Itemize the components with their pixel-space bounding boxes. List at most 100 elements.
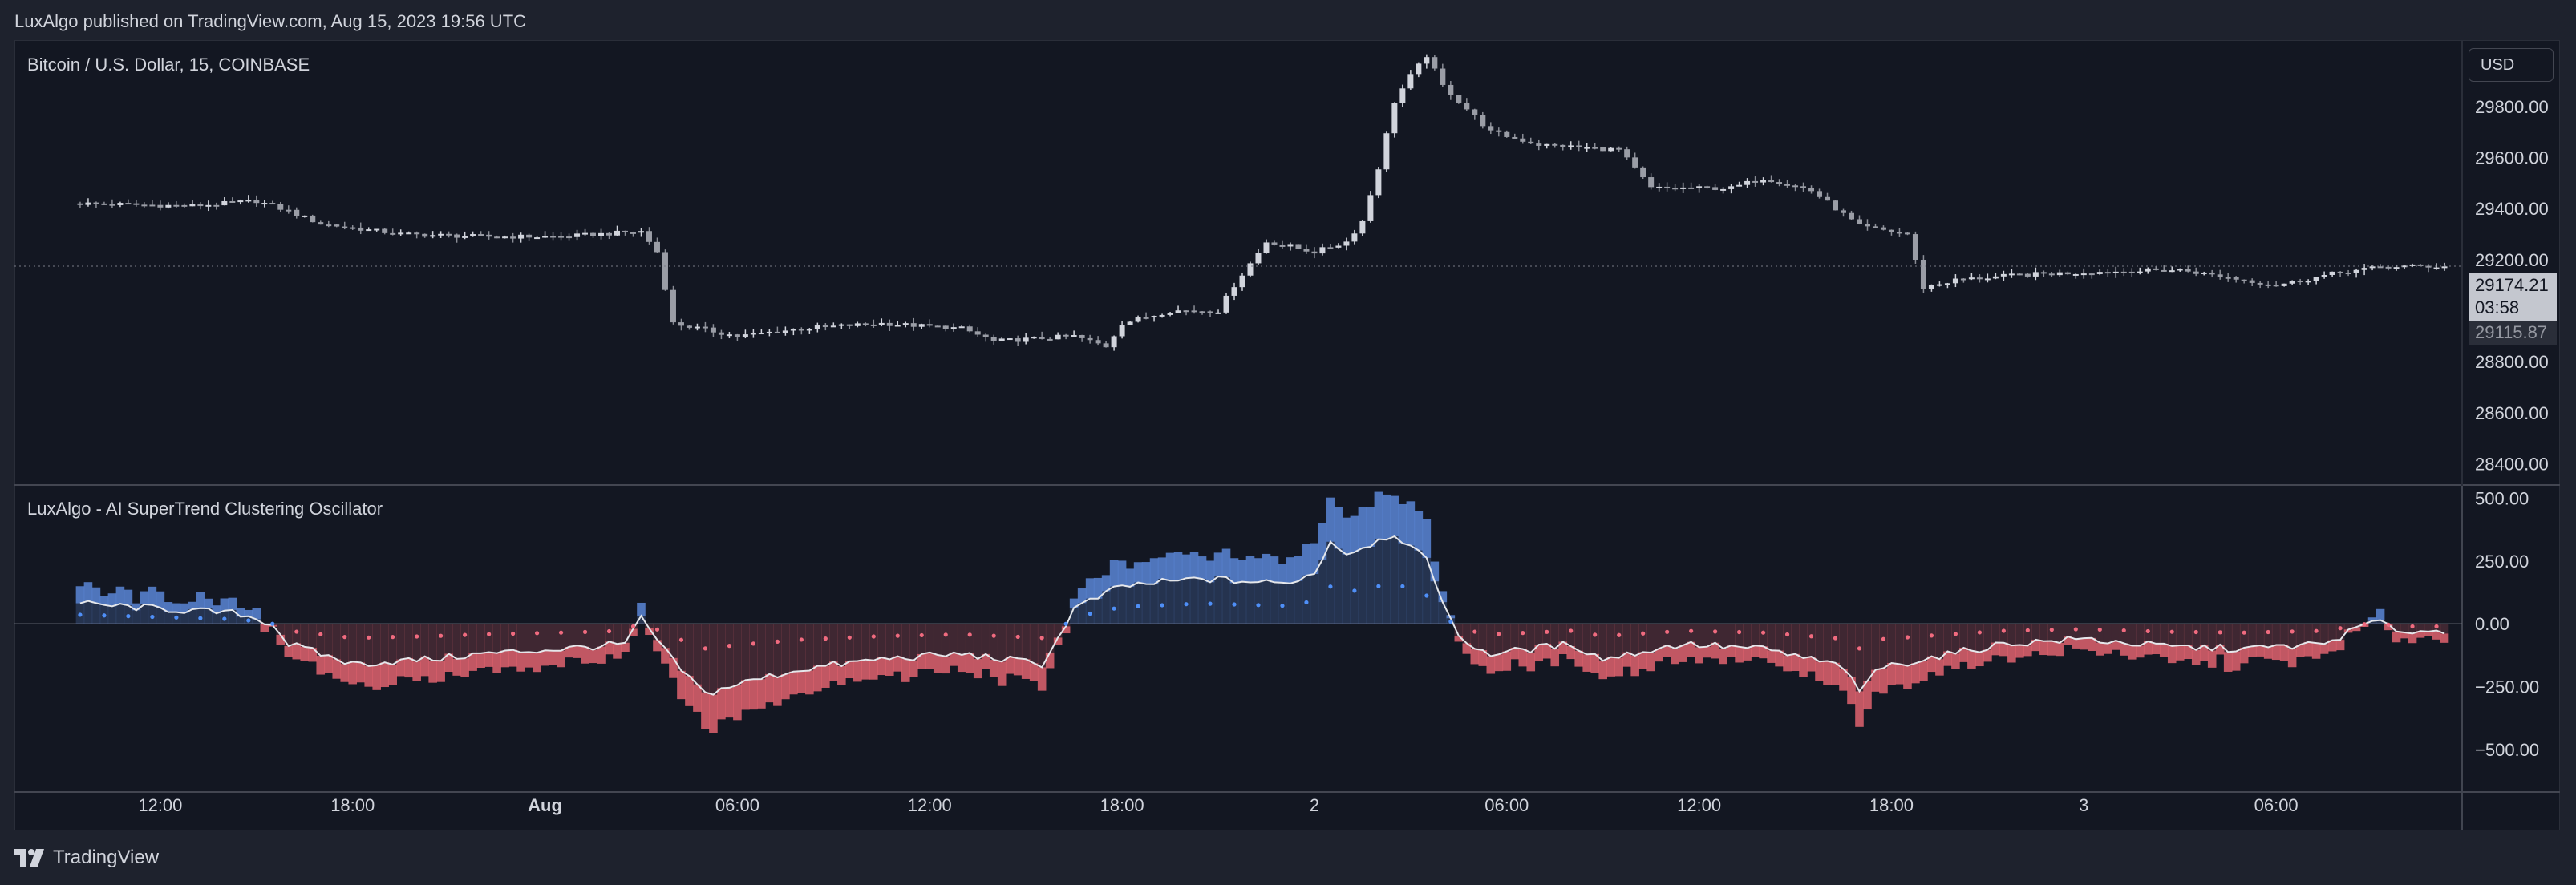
bull-band	[1406, 501, 1416, 546]
bull-band	[1085, 578, 1095, 599]
bear-band	[837, 665, 846, 685]
candle-body	[1825, 196, 1831, 201]
chart-frame	[14, 40, 2560, 830]
bull-band	[196, 592, 205, 608]
candle-body	[2056, 272, 2063, 276]
candle-body	[662, 252, 668, 290]
bear-fill	[549, 624, 557, 651]
candle-body	[382, 228, 388, 233]
bear-dot	[558, 630, 564, 635]
bear-fill	[332, 624, 342, 660]
candle-body	[742, 334, 748, 337]
candle-body	[165, 204, 172, 208]
candle-body	[2104, 272, 2111, 274]
bull-dot	[1160, 603, 1164, 608]
bull-band	[220, 598, 229, 611]
bull-band	[236, 608, 245, 617]
bear-band	[853, 661, 862, 682]
currency-button[interactable]: USD	[2469, 48, 2554, 82]
publish-info: LuxAlgo published on TradingView.com, Au…	[14, 11, 527, 31]
bear-band	[861, 659, 870, 680]
bear-fill	[941, 624, 950, 657]
bull-fill	[1069, 608, 1079, 624]
bear-band	[2432, 630, 2441, 640]
bear-band	[284, 645, 294, 657]
candle-body	[1311, 251, 1318, 254]
candle-body	[926, 324, 933, 326]
bear-band	[981, 653, 990, 669]
bear-fill	[685, 624, 694, 677]
candle-body	[318, 222, 324, 225]
bear-band	[885, 659, 894, 676]
bear-fill	[2335, 624, 2345, 641]
bear-fill	[1703, 624, 1711, 647]
bear-dot	[1039, 636, 1044, 641]
bear-band	[829, 661, 838, 681]
candle-body	[430, 235, 436, 237]
candle-body	[302, 215, 308, 217]
bull-band	[107, 593, 117, 607]
bear-band	[1975, 652, 1984, 667]
bull-fill	[1173, 580, 1183, 624]
bear-band	[428, 660, 437, 683]
bear-fill	[1767, 624, 1776, 651]
candle-body	[974, 331, 981, 335]
candle-body	[2040, 272, 2047, 274]
bull-band	[2367, 617, 2377, 621]
bear-fill	[1887, 624, 1896, 663]
bear-dot	[2145, 628, 2150, 634]
bull-band	[1093, 577, 1103, 599]
candle-body	[245, 200, 252, 202]
bear-band	[1606, 657, 1615, 677]
bull-dot	[1448, 619, 1453, 624]
candle-body	[1592, 147, 1598, 149]
candle-body	[2096, 272, 2103, 274]
candle-body	[1504, 131, 1510, 137]
bear-band	[1839, 669, 1848, 691]
candle-body	[334, 224, 340, 227]
bear-fill	[484, 624, 493, 653]
bear-dot	[2314, 628, 2319, 633]
bull-band	[204, 598, 213, 609]
bear-band	[1855, 691, 1864, 727]
candle-body	[1776, 182, 1783, 184]
bear-fill	[2119, 624, 2128, 644]
bear-band	[2223, 652, 2233, 672]
bear-dot	[751, 641, 755, 646]
bear-fill	[1663, 624, 1671, 646]
bull-fill	[1318, 560, 1327, 624]
candle-body	[2417, 264, 2424, 266]
candle-body	[1624, 149, 1630, 158]
bull-fill	[83, 600, 93, 624]
bear-band	[2103, 643, 2112, 654]
candle-body	[2080, 273, 2087, 276]
bear-band	[2287, 649, 2297, 668]
bear-fill	[2392, 624, 2401, 632]
bear-dot	[2218, 630, 2222, 635]
bear-band	[2303, 641, 2313, 657]
bear-dot	[2266, 629, 2270, 635]
bear-band	[492, 653, 501, 673]
candle-body	[718, 332, 724, 335]
bull-fill	[1093, 598, 1103, 624]
bull-band	[1270, 556, 1279, 583]
candle-body	[1231, 287, 1237, 296]
bull-band	[1125, 568, 1135, 587]
candle-body	[1127, 321, 1133, 325]
candle-body	[1696, 186, 1703, 188]
bear-fill	[436, 624, 445, 661]
candle-body	[494, 236, 500, 239]
bear-fill	[2088, 624, 2096, 638]
bull-fill	[2376, 620, 2385, 624]
bear-fill	[717, 624, 726, 689]
bear-fill	[781, 624, 790, 675]
bear-fill	[412, 624, 421, 662]
bear-band	[1614, 657, 1623, 677]
bear-band	[613, 644, 622, 659]
bear-fill	[1935, 624, 1944, 660]
bear-fill	[1927, 624, 1936, 657]
bear-band	[725, 687, 734, 718]
candle-body	[1271, 242, 1278, 245]
bull-dot	[1208, 601, 1213, 606]
